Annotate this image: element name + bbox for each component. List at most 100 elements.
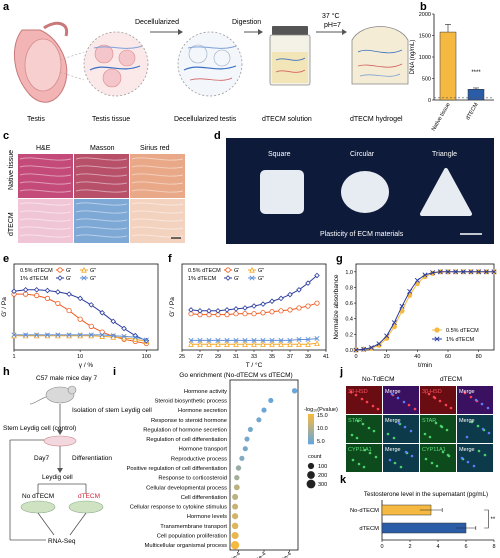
- histology-texture: [75, 202, 128, 206]
- data-point: [314, 272, 320, 279]
- data-point: [22, 332, 29, 339]
- histology-texture: [131, 189, 184, 193]
- label-control: Stem Leydig cell (control): [3, 425, 76, 432]
- category-label: Positive regulation of cell differentiat…: [127, 466, 227, 472]
- x-tick-label: 29: [215, 354, 221, 360]
- colorbar-segment: [308, 439, 314, 442]
- data-point: [110, 318, 117, 325]
- category-label: Response to steroid hormone: [151, 418, 227, 424]
- header-sirius-red: Sirius red: [140, 145, 170, 152]
- cell-dot: [410, 454, 414, 458]
- data-point: [23, 332, 29, 338]
- histology-texture: [75, 218, 128, 222]
- data-point: [55, 332, 61, 338]
- dtecm-solution-jar: [269, 26, 311, 86]
- x-tick-label: 10: [77, 354, 83, 360]
- data-point: [197, 308, 203, 314]
- x-tick-label: 0: [354, 354, 357, 360]
- x-tick-label: Native tissue: [431, 102, 452, 132]
- panel-letter-g: g: [336, 253, 343, 265]
- cell-dot: [356, 419, 360, 423]
- data-point: [260, 301, 266, 307]
- channel-label: Merge: [459, 447, 475, 453]
- data-point: [11, 288, 17, 294]
- panel-letter-k: k: [340, 474, 347, 486]
- decellularized-testis-illustration: [177, 31, 243, 97]
- data-point: [197, 337, 203, 343]
- cell-dot: [487, 431, 491, 435]
- x-tick-label: 6*e-4: [254, 551, 268, 558]
- square-hydrogel: [260, 170, 304, 214]
- data-point: [430, 270, 436, 276]
- fluorescence-image: [457, 415, 493, 443]
- cell-dot: [376, 407, 380, 411]
- cell-dot: [445, 428, 449, 432]
- fluorescence-image: [383, 415, 419, 443]
- label-rnaseq: RNA-Seq: [48, 538, 76, 545]
- x-tick-label: dTECM: [465, 102, 480, 122]
- cell-dot: [444, 403, 448, 407]
- data-point: [215, 337, 221, 343]
- histology-texture: [19, 165, 72, 169]
- legend-title: -log₁₀(Pvalue): [304, 407, 338, 413]
- channel-label: STAR: [348, 418, 362, 424]
- y-tick-label: 0: [428, 98, 431, 104]
- data-point: [206, 308, 212, 314]
- data-point: [376, 341, 382, 347]
- data-point: [287, 337, 293, 343]
- chart-b: 0 500 1000 1500 2000 DNA (ng/mL) Native tissue…: [410, 12, 494, 132]
- data-point: [278, 337, 284, 343]
- channel-label: Merge: [385, 389, 401, 395]
- panel-letter-f: f: [168, 253, 172, 265]
- cell-dot: [423, 432, 427, 436]
- label-dtecm-solution: dTECM solution: [262, 116, 312, 123]
- cell-dot: [483, 453, 487, 457]
- cell-dot: [367, 426, 371, 430]
- data-point: [287, 307, 293, 313]
- data-point: [66, 332, 72, 338]
- y-tick-label: 2000: [419, 12, 431, 18]
- x-tick-label: 41: [323, 354, 329, 360]
- label-triangle: Triangle: [432, 151, 457, 158]
- bar: [467, 89, 485, 101]
- panel-letter-a: a: [3, 1, 10, 13]
- histology-texture: [75, 173, 128, 177]
- cell-dot: [424, 457, 428, 461]
- enrichment-dot: [230, 541, 240, 550]
- testis-illustration: [13, 21, 69, 103]
- colorbar-segment: [308, 421, 314, 425]
- data-point: [468, 269, 474, 275]
- enrichment-dot: [291, 388, 298, 394]
- data-point: [224, 312, 230, 318]
- histology-image: [130, 199, 185, 243]
- data-point: [77, 332, 84, 339]
- data-point: [66, 307, 72, 314]
- histology-texture: [75, 165, 128, 169]
- data-point: [391, 320, 397, 326]
- data-point: [287, 291, 293, 298]
- cell-dot: [481, 427, 485, 431]
- enrichment-dot: [247, 426, 253, 432]
- fluorescence-image: [420, 386, 456, 414]
- x-tick-label: 0: [380, 544, 383, 550]
- header-he: H&E: [36, 145, 51, 152]
- data-point: [305, 303, 311, 309]
- legend-label: 1% dTECM: [446, 337, 475, 343]
- data-point: [278, 308, 284, 314]
- histology-texture: [19, 157, 72, 161]
- testis-tissue-illustration: [59, 31, 149, 97]
- x-tick-label: 37: [287, 354, 293, 360]
- chart-i: Go enrichment (No-dTECM vs dTECM) Hormone…: [127, 372, 338, 558]
- dish-dtecm: [68, 500, 104, 514]
- cell-dot: [360, 397, 364, 401]
- category-label: Regulation of cell differentiation: [146, 437, 227, 443]
- data-point: [422, 272, 428, 278]
- cell-dot: [439, 424, 443, 428]
- cell-dot: [403, 425, 407, 429]
- data-point: [287, 341, 293, 347]
- dish-stem-cells: [43, 435, 77, 447]
- cell-dot: [427, 392, 431, 396]
- legend-label: 0.5% dTECM: [20, 268, 53, 274]
- histology-texture: [131, 202, 184, 206]
- label-testis: Testis: [27, 116, 45, 123]
